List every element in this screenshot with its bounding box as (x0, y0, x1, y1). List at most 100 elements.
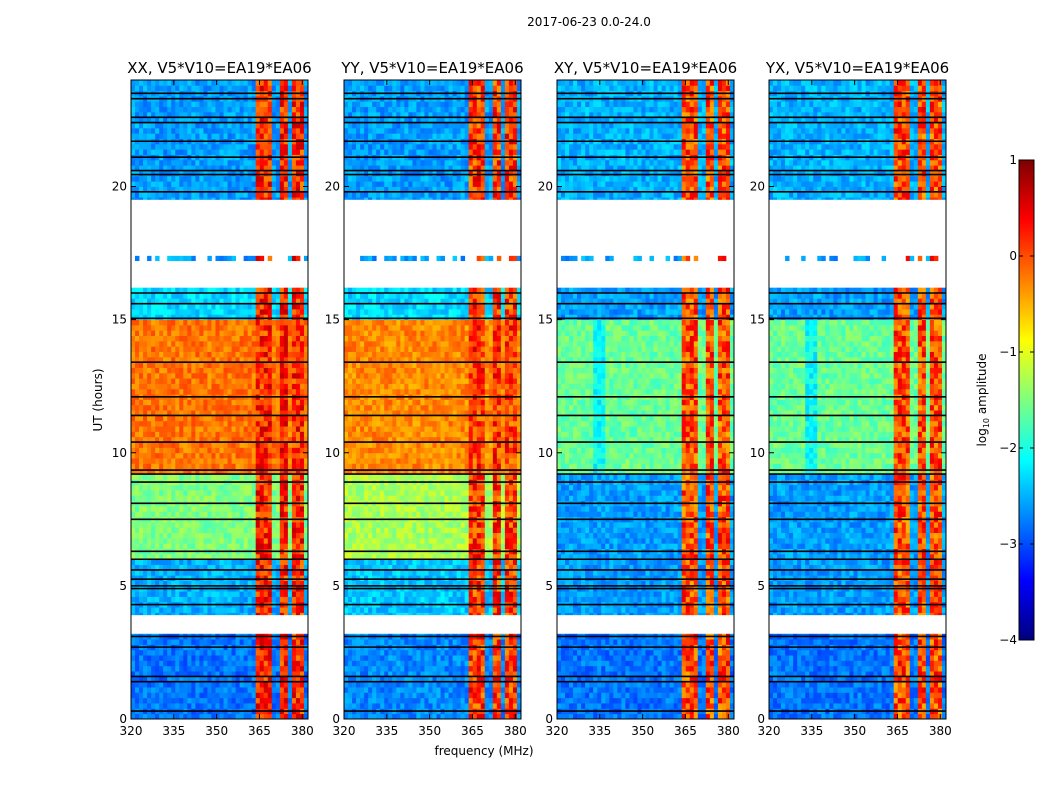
heatmap-cell (155, 356, 160, 363)
heatmap-cell (151, 372, 156, 379)
heatmap-cell (175, 484, 180, 491)
heatmap-cell (191, 335, 196, 342)
heatmap-cell (187, 175, 192, 182)
heatmap-cell (219, 111, 224, 118)
heatmap-cell (187, 463, 192, 470)
heatmap-cell (247, 319, 253, 326)
heatmap-cell (199, 431, 204, 438)
heatmap-cell (151, 474, 156, 480)
heatmap-cell (175, 474, 180, 480)
heatmap-cell (291, 346, 297, 352)
heatmap-cell (139, 426, 144, 432)
heatmap-cell (227, 314, 232, 321)
heatmap-cell (488, 697, 494, 704)
heatmap-cell (171, 591, 176, 597)
heatmap-cell (295, 676, 301, 683)
heatmap-cell (227, 490, 232, 496)
heatmap-cell (295, 303, 301, 310)
heatmap-cell (195, 127, 200, 134)
heatmap-cell (207, 655, 212, 661)
heatmap-cell (243, 415, 249, 422)
heatmap-cell (155, 399, 160, 406)
heatmap-cell (247, 655, 253, 661)
heatmap-cell (183, 596, 188, 603)
heatmap-cell (219, 692, 224, 699)
heatmap-cell (131, 681, 136, 688)
heatmap-cell (404, 703, 409, 709)
heatmap-cell (287, 553, 293, 560)
heatmap-cell (211, 170, 216, 177)
heatmap-cell (360, 681, 365, 688)
heatmap-cell (151, 692, 156, 699)
heatmap-cell (291, 330, 297, 336)
heatmap-cell (279, 351, 285, 358)
heatmap-cell (223, 426, 228, 432)
heatmap-cell (295, 607, 301, 613)
heatmap-cell (179, 681, 184, 688)
heatmap-cell (139, 420, 144, 427)
heatmap-cell (147, 143, 152, 150)
heatmap-cell (207, 436, 212, 443)
heatmap-cell (512, 692, 518, 699)
heatmap-cell (147, 474, 152, 480)
heatmap-cell (135, 681, 140, 688)
heatmap-cell (271, 298, 277, 305)
heatmap-cell (151, 133, 156, 139)
heatmap-cell (195, 484, 200, 491)
heatmap-cell (508, 687, 514, 693)
heatmap-cell (151, 713, 156, 719)
heatmap-cell (247, 186, 253, 193)
heatmap-cell (287, 436, 293, 443)
heatmap-cell (155, 649, 160, 656)
heatmap-cell (199, 367, 204, 374)
heatmap-cell (167, 293, 172, 299)
heatmap-cell (279, 649, 285, 656)
heatmap-cell (255, 335, 261, 342)
heatmap-cell (227, 383, 232, 390)
heatmap-cell (424, 681, 429, 688)
heatmap-cell (303, 186, 308, 193)
heatmap-cell (219, 415, 224, 422)
heatmap-cell (187, 564, 192, 571)
heatmap-cell (235, 420, 241, 427)
heatmap-cell (187, 458, 192, 464)
heatmap-cell (175, 340, 180, 347)
heatmap-cell (159, 506, 164, 512)
heatmap-cell (191, 191, 196, 198)
heatmap-cell (207, 186, 212, 193)
heatmap-cell (231, 681, 236, 688)
heatmap-cell (163, 607, 168, 613)
heatmap-cell (183, 484, 188, 491)
heatmap-cell (299, 85, 305, 92)
heatmap-cell (279, 404, 285, 411)
heatmap-cell (231, 649, 236, 656)
heatmap-cell (159, 463, 164, 470)
heatmap-cell (159, 122, 164, 129)
heatmap-cell (223, 521, 228, 528)
heatmap-cell (291, 383, 297, 390)
heatmap-cell (255, 484, 261, 491)
heatmap-cell (247, 697, 253, 704)
heatmap-cell (211, 463, 216, 470)
heatmap-cell (271, 383, 277, 390)
heatmap-cell (271, 458, 277, 464)
heatmap-cell (376, 697, 381, 704)
heatmap-cell (207, 692, 212, 699)
heatmap-cell (191, 159, 196, 166)
heatmap-cell (303, 490, 308, 496)
heatmap-cell (352, 660, 357, 667)
heatmap-cell (183, 133, 188, 139)
heatmap-cell (283, 85, 289, 92)
heatmap-cell (143, 159, 148, 166)
heatmap-cell (295, 692, 301, 699)
heatmap-cell (151, 676, 156, 683)
heatmap-cell (151, 165, 156, 171)
heatmap-cell (283, 415, 289, 422)
heatmap-cell (275, 506, 281, 512)
heatmap-cell (163, 713, 168, 719)
heatmap-cell (259, 495, 265, 502)
heatmap-cell (147, 372, 152, 379)
heatmap-cell (428, 671, 433, 677)
heatmap-cell (259, 463, 265, 470)
heatmap-cell (135, 378, 140, 384)
